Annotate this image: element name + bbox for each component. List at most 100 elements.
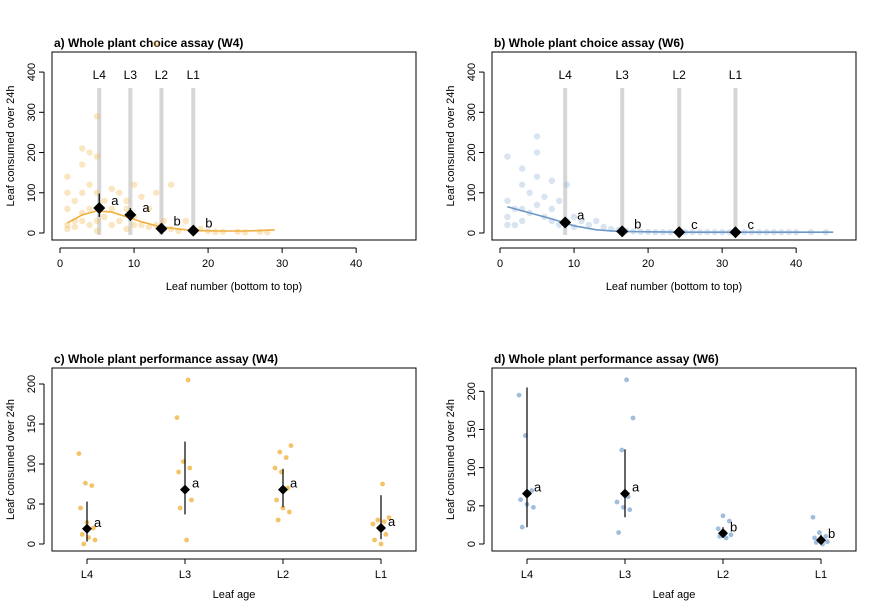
panel-title: b) Whole plant choice assay (W6)	[494, 36, 684, 50]
group-mean-marker	[124, 208, 137, 221]
y-tick-label: 200	[466, 382, 478, 400]
y-tick-label: 100	[466, 184, 478, 202]
data-point	[91, 525, 96, 531]
group-mean-marker	[673, 226, 686, 239]
significance-letter: a	[192, 476, 200, 491]
panel-title: c) Whole plant performance assay (W4)	[54, 352, 278, 366]
data-point	[79, 532, 85, 537]
data-point	[184, 537, 190, 543]
x-tick-label: L3	[619, 569, 631, 581]
group-mean-marker	[376, 523, 386, 533]
group-mean-marker	[278, 484, 288, 495]
data-point	[138, 193, 145, 200]
x-axis-label: Leaf age	[653, 589, 696, 601]
data-point	[287, 509, 292, 515]
panel-b: b) Whole plant choice assay (W6) L4 L3 L2 L1…	[445, 36, 857, 293]
y-tick-label: 100	[26, 455, 38, 473]
data-point	[533, 149, 541, 156]
data-point	[81, 541, 87, 547]
data-point	[541, 193, 548, 200]
data-point	[123, 205, 130, 213]
data-point	[189, 497, 194, 503]
data-point	[93, 113, 101, 120]
y-tick-label: 100	[26, 184, 38, 202]
data-point	[153, 40, 160, 48]
data-point	[92, 537, 98, 543]
y-axis-label: Leaf consumed over 24h	[445, 85, 457, 206]
data-point	[275, 517, 281, 523]
y-tick-label: 300	[466, 103, 478, 121]
y-tick-label: 0	[466, 541, 478, 547]
data-point	[86, 205, 93, 213]
significance-letter: b	[828, 526, 835, 541]
group-mean-marker	[180, 484, 190, 495]
data-point	[277, 449, 283, 455]
data-point	[71, 197, 79, 205]
data-point	[817, 530, 822, 535]
x-tick-label: 0	[57, 258, 63, 270]
leaf-position-label: L3	[615, 68, 629, 82]
data-point	[504, 197, 511, 205]
x-tick-label: L4	[81, 569, 93, 581]
data-point	[176, 469, 182, 475]
x-tick-label: 0	[497, 258, 503, 270]
data-point	[386, 515, 392, 520]
group-mean-marker	[816, 535, 826, 546]
data-point	[519, 217, 526, 225]
data-point	[548, 205, 556, 213]
plot-frame	[51, 51, 417, 241]
data-point	[78, 505, 83, 511]
y-tick-label: 200	[26, 375, 38, 393]
leaf-position-label: L4	[93, 68, 107, 82]
data-point	[160, 217, 167, 225]
data-point	[627, 507, 633, 513]
significance-letter: a	[632, 480, 640, 495]
significance-letter: c	[747, 217, 754, 232]
data-point	[727, 518, 732, 524]
group-mean-marker	[718, 528, 728, 539]
significance-letter: a	[111, 193, 119, 208]
y-tick-label: 0	[26, 230, 38, 236]
data-point	[256, 228, 264, 235]
x-tick-label: L3	[179, 569, 191, 581]
x-tick-label: 40	[350, 258, 362, 270]
data-point	[86, 149, 93, 156]
data-point	[138, 221, 145, 229]
plot-frame	[491, 51, 857, 241]
data-point	[526, 189, 533, 196]
data-point	[280, 505, 286, 511]
leaf-position-label: L1	[187, 68, 201, 82]
leaf-position-label: L3	[124, 68, 138, 82]
panel-title: a) Whole plant choice assay (W4)	[54, 36, 243, 50]
data-point	[578, 217, 585, 225]
data-point	[531, 504, 536, 510]
x-tick-label: 40	[790, 258, 802, 270]
data-point	[516, 392, 522, 398]
significance-letter: b	[173, 214, 180, 229]
panel-c: c) Whole plant performance assay (W4) a a a…	[5, 352, 417, 601]
fitted-curve	[507, 206, 834, 233]
group-mean-marker	[729, 226, 742, 239]
y-tick-label: 100	[466, 458, 478, 476]
panel-a: a) Whole plant choice assay (W4) L4 L3 L2 L1…	[5, 36, 417, 293]
data-point	[720, 513, 726, 519]
data-point	[241, 228, 249, 236]
panel-title: d) Whole plant performance assay (W6)	[494, 352, 719, 366]
data-point	[518, 497, 523, 503]
data-point	[593, 217, 600, 225]
y-tick-label: 50	[26, 498, 38, 510]
data-point	[272, 465, 278, 471]
leaf-position-label: L4	[558, 68, 572, 82]
data-point	[79, 161, 86, 168]
significance-letter: a	[290, 476, 298, 491]
group-mean-marker	[522, 488, 532, 499]
data-point	[810, 514, 816, 520]
data-point	[380, 481, 385, 487]
data-point	[616, 530, 621, 535]
y-tick-label: 300	[26, 103, 38, 121]
x-tick-label: 20	[202, 258, 214, 270]
data-point	[187, 465, 193, 471]
x-axis-label: Leaf number (bottom to top)	[166, 281, 302, 293]
data-point	[93, 189, 101, 196]
